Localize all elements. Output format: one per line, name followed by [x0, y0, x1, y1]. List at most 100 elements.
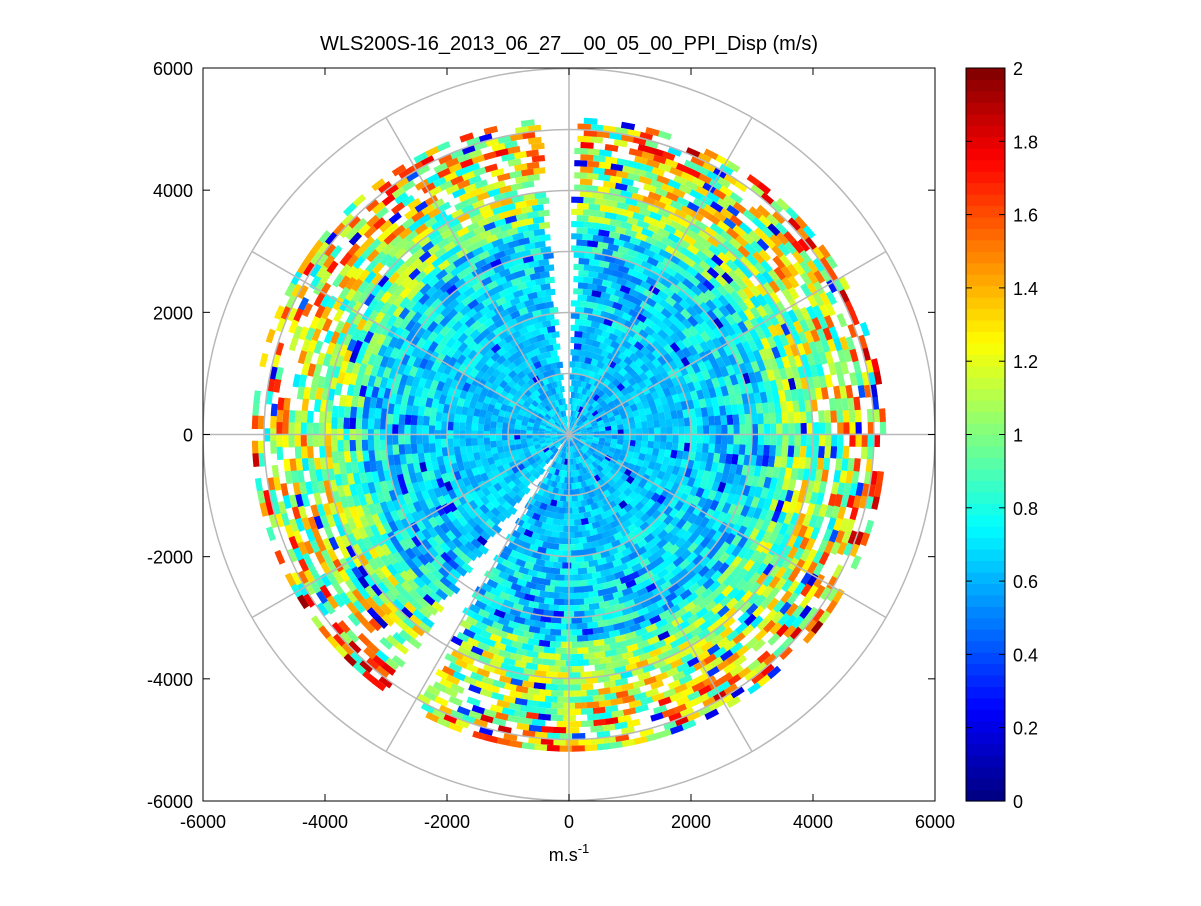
ppi-cell	[632, 395, 642, 405]
ppi-cell	[396, 383, 406, 396]
ppi-cell	[417, 480, 427, 493]
ppi-cell	[599, 291, 611, 300]
ppi-cell	[559, 385, 565, 393]
ppi-cell	[733, 423, 740, 435]
ppi-cell	[612, 489, 622, 499]
ppi-cell	[638, 328, 649, 340]
ppi-cell	[499, 379, 508, 390]
ppi-cell	[428, 516, 439, 529]
ppi-cell	[536, 527, 546, 536]
ppi-cell	[525, 464, 534, 473]
ppi-cell	[824, 421, 832, 435]
ppi-cell	[613, 289, 626, 299]
ppi-cell	[529, 468, 538, 477]
ppi-cell	[495, 428, 503, 435]
ppi-cell	[676, 374, 687, 386]
ppi-cell	[398, 424, 405, 435]
ppi-cell	[251, 440, 259, 455]
ppi-cell	[518, 361, 528, 371]
colorbar-swatch	[966, 411, 1005, 424]
ppi-cell	[533, 423, 540, 429]
ppi-cell	[525, 509, 535, 519]
ppi-cell	[705, 378, 714, 390]
ppi-cell	[445, 337, 457, 349]
ppi-cell	[402, 492, 413, 505]
ppi-cell	[672, 555, 685, 568]
ppi-cell	[440, 385, 450, 397]
ppi-cell	[592, 393, 600, 402]
ppi-cell	[513, 537, 524, 547]
ppi-cell	[525, 350, 535, 360]
colorbar-swatch	[966, 778, 1005, 791]
ppi-cell	[586, 436, 594, 440]
ppi-cell	[350, 406, 358, 419]
ppi-cell	[598, 440, 605, 446]
ppi-cell	[445, 530, 457, 542]
ppi-cell	[588, 602, 601, 611]
ppi-cell	[463, 493, 474, 504]
ppi-cell	[650, 323, 662, 334]
colorbar-swatch	[966, 686, 1005, 699]
ppi-cell	[569, 684, 582, 691]
ppi-cell	[572, 416, 576, 424]
ppi-cell	[507, 541, 519, 551]
ppi-cell	[586, 363, 594, 372]
ppi-cell	[681, 346, 692, 358]
ppi-cell	[519, 274, 531, 284]
ppi-cell	[447, 299, 460, 311]
ppi-cell	[735, 463, 744, 476]
ppi-cell	[526, 343, 536, 353]
ppi-cell	[678, 492, 689, 504]
ppi-cell	[489, 566, 502, 577]
ppi-cell	[716, 462, 725, 474]
ppi-cell	[534, 443, 542, 450]
ppi-cell	[538, 467, 546, 476]
ppi-cell	[613, 531, 624, 541]
ppi-cell	[510, 412, 518, 420]
ppi-cell	[634, 349, 645, 360]
ppi-cell	[639, 557, 652, 569]
ppi-cell	[665, 464, 675, 475]
ppi-cell	[593, 386, 601, 395]
ppi-cell	[592, 467, 601, 476]
ppi-cell	[533, 440, 540, 446]
ppi-cell	[577, 135, 591, 143]
ppi-cell	[588, 463, 596, 471]
ppi-cell	[542, 252, 554, 260]
ppi-cell	[585, 326, 596, 334]
ppi-cell	[549, 445, 556, 451]
ppi-cell	[548, 523, 557, 532]
ppi-cell	[539, 400, 547, 408]
ppi-cell	[703, 497, 714, 510]
ppi-cell	[663, 531, 675, 543]
ppi-cell	[563, 446, 567, 453]
ppi-cell	[861, 433, 868, 447]
ppi-cell	[570, 452, 574, 459]
ppi-cell	[663, 325, 675, 337]
ppi-cell	[674, 457, 683, 468]
ppi-cell	[507, 505, 518, 516]
ppi-cell	[633, 340, 644, 351]
ppi-cell	[446, 549, 459, 561]
ppi-cell	[639, 578, 652, 589]
ppi-cell	[337, 417, 344, 430]
ppi-cell	[427, 526, 439, 539]
ppi-cell	[612, 590, 625, 600]
ppi-cell	[657, 337, 668, 348]
ppi-cell	[427, 310, 439, 323]
ppi-cell	[574, 430, 581, 433]
ppi-cell	[725, 492, 736, 505]
ppi-cell	[473, 524, 485, 536]
ppi-cell	[406, 395, 415, 407]
ppi-cell	[645, 413, 654, 422]
ppi-cell	[634, 501, 645, 512]
ppi-cell	[635, 401, 644, 411]
ppi-cell	[556, 708, 570, 716]
ppi-cell	[409, 335, 421, 348]
ppi-cell	[594, 513, 603, 522]
colorbar-swatch	[966, 297, 1005, 310]
ppi-cell	[467, 407, 475, 417]
ppi-cell	[643, 377, 653, 388]
ppi-cell	[551, 446, 558, 453]
ppi-cell	[645, 515, 657, 526]
